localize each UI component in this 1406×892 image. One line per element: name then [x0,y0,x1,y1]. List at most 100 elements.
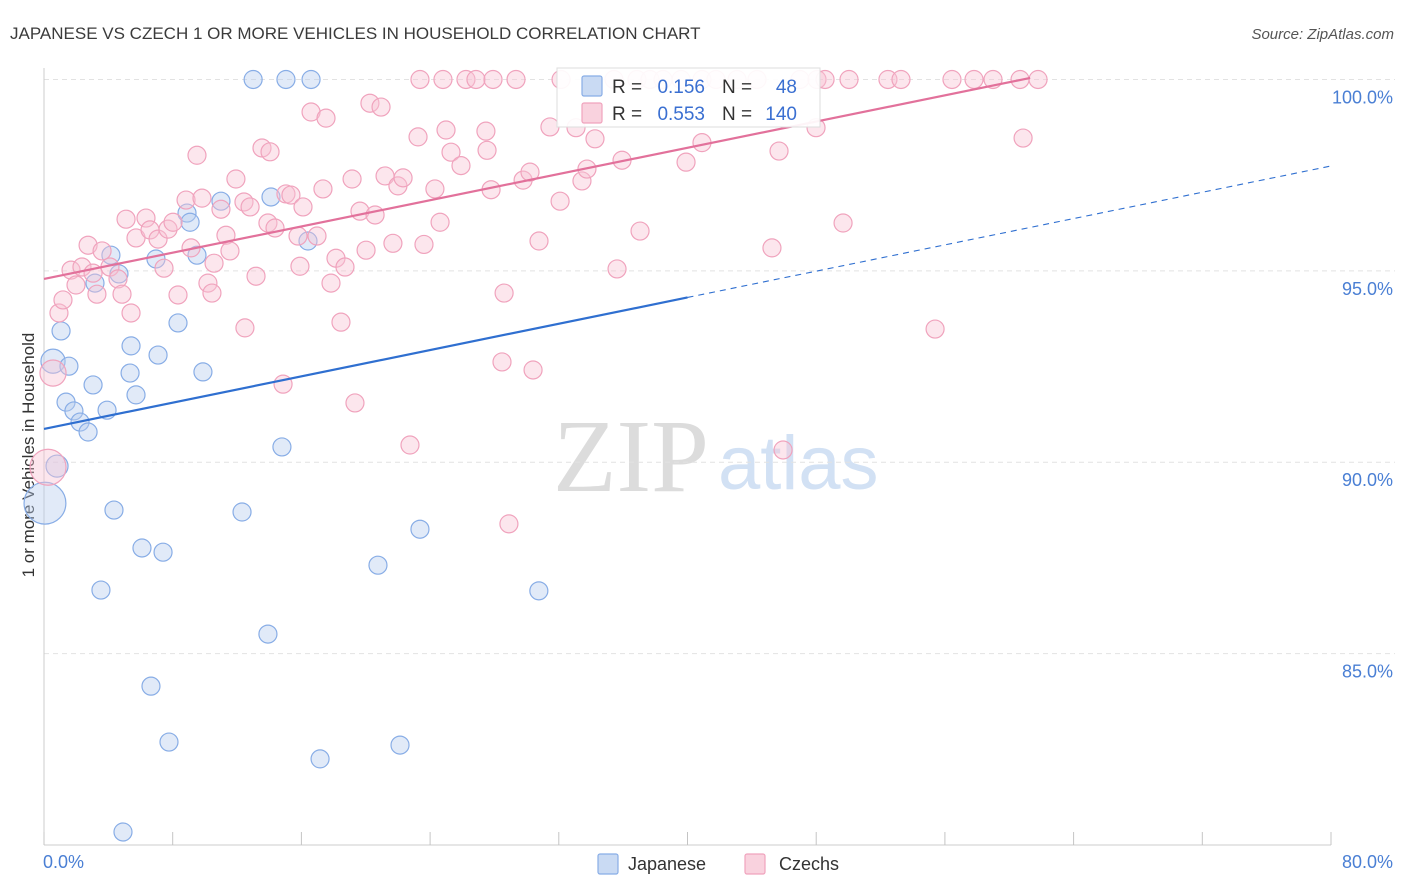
czechs-point [136,208,156,228]
czechs-point [410,69,430,90]
czechs-trend-line [43,76,1031,280]
japanese-point [168,313,188,333]
legend-r-label: R = [612,104,642,125]
czechs-point [365,205,385,225]
czechs-point [39,359,67,387]
japanese-point [91,580,111,600]
japanese-point [258,624,278,644]
czechs-point [321,273,341,293]
japanese-point [148,345,168,365]
czechs-point [316,108,336,128]
series-legend-label-japanese: Japanese [628,854,706,874]
japanese-point [120,363,140,383]
czechs-point [451,156,471,176]
japanese-point [104,500,124,520]
czechs-point [762,238,782,258]
chart-title: JAPANESE VS CZECH 1 OR MORE VEHICLES IN … [10,24,701,43]
czechs-point [572,171,592,191]
japanese-point [40,348,66,374]
czechs-point [187,145,207,165]
czechs-point [176,190,196,210]
japanese-point [272,437,292,457]
czechs-point [436,120,456,140]
czechs-point [53,290,73,310]
series-legend-label-czechs: Czechs [779,854,839,874]
czechs-point [1028,69,1048,90]
japanese-point [410,519,430,539]
japanese-point [51,321,71,341]
czechs-point [66,275,86,295]
czechs-point [234,192,254,212]
czechs-point [964,69,984,90]
gridlines [44,78,1395,655]
czechs-point [839,69,859,90]
series-czechs [29,69,1048,534]
czechs-point [878,69,898,90]
japanese-point [193,362,213,382]
y-tick-label: 85.0% [1342,662,1393,682]
japanese-point [211,191,231,211]
czechs-point [523,360,543,380]
czechs-point [265,218,285,238]
czechs-point [550,191,570,211]
czechs-point [148,229,168,249]
czechs-point [331,312,351,332]
czechs-point [216,225,236,245]
japanese-trend-extension [687,165,1332,299]
czechs-point [342,169,362,189]
series-legend: Japanese Czechs [597,853,839,875]
czechs-point [833,213,853,233]
czechs-point [360,93,380,113]
czechs-point [163,212,183,232]
czechs-point [29,448,67,486]
czechs-point [293,197,313,217]
czechs-point [1013,128,1033,148]
czechs-point [192,188,212,208]
czechs-point [313,179,333,199]
legend-r-value-japanese: 0.156 [657,77,705,98]
czechs-point [211,199,231,219]
legend-r-value-czechs: 0.553 [657,104,705,125]
czechs-point [540,117,560,137]
japanese-point [132,538,152,558]
japanese-point [59,356,79,376]
legend-n-label: N = [722,77,752,98]
czechs-point [240,197,260,217]
stats-legend: R = 0.156 N = 48 R = 0.553 N = 140 [556,67,821,128]
watermark-zip: ZIP [553,399,709,514]
czechs-point [92,241,112,261]
czechs-point [494,283,514,303]
japanese-point [232,502,252,522]
y-axis-label: 1 or more Vehicles in Household [19,333,38,578]
czechs-point [246,266,266,286]
czechs-point [235,318,255,338]
czechs-point [456,69,476,90]
japanese-point [261,187,281,207]
legend-swatch-japanese [581,75,603,97]
czechs-point [466,69,486,90]
czechs-point [769,141,789,161]
czechs-point [942,69,962,90]
czechs-point [168,285,188,305]
japanese-point [298,231,318,251]
legend-swatch-czechs [581,102,603,124]
series-japanese [23,69,549,842]
czechs-point [345,393,365,413]
japanese-point [64,401,84,421]
series-legend-swatch-czechs [744,853,766,875]
czechs-point [499,514,519,534]
czechs-point [430,212,450,232]
czechs-point [773,440,793,460]
japanese-point [126,385,146,405]
x-tick-label: 80.0% [1342,852,1393,872]
watermark-atlas: atlas [718,421,879,506]
legend-n-value-japanese: 48 [776,77,797,98]
czechs-point [433,69,453,90]
y-tick-label: 90.0% [1342,470,1393,490]
czechs-point [112,284,132,304]
czechs-point [288,226,308,246]
data-points [23,69,1048,842]
czechs-point [477,140,497,160]
czechs-point [281,185,301,205]
czechs-point [441,142,461,162]
